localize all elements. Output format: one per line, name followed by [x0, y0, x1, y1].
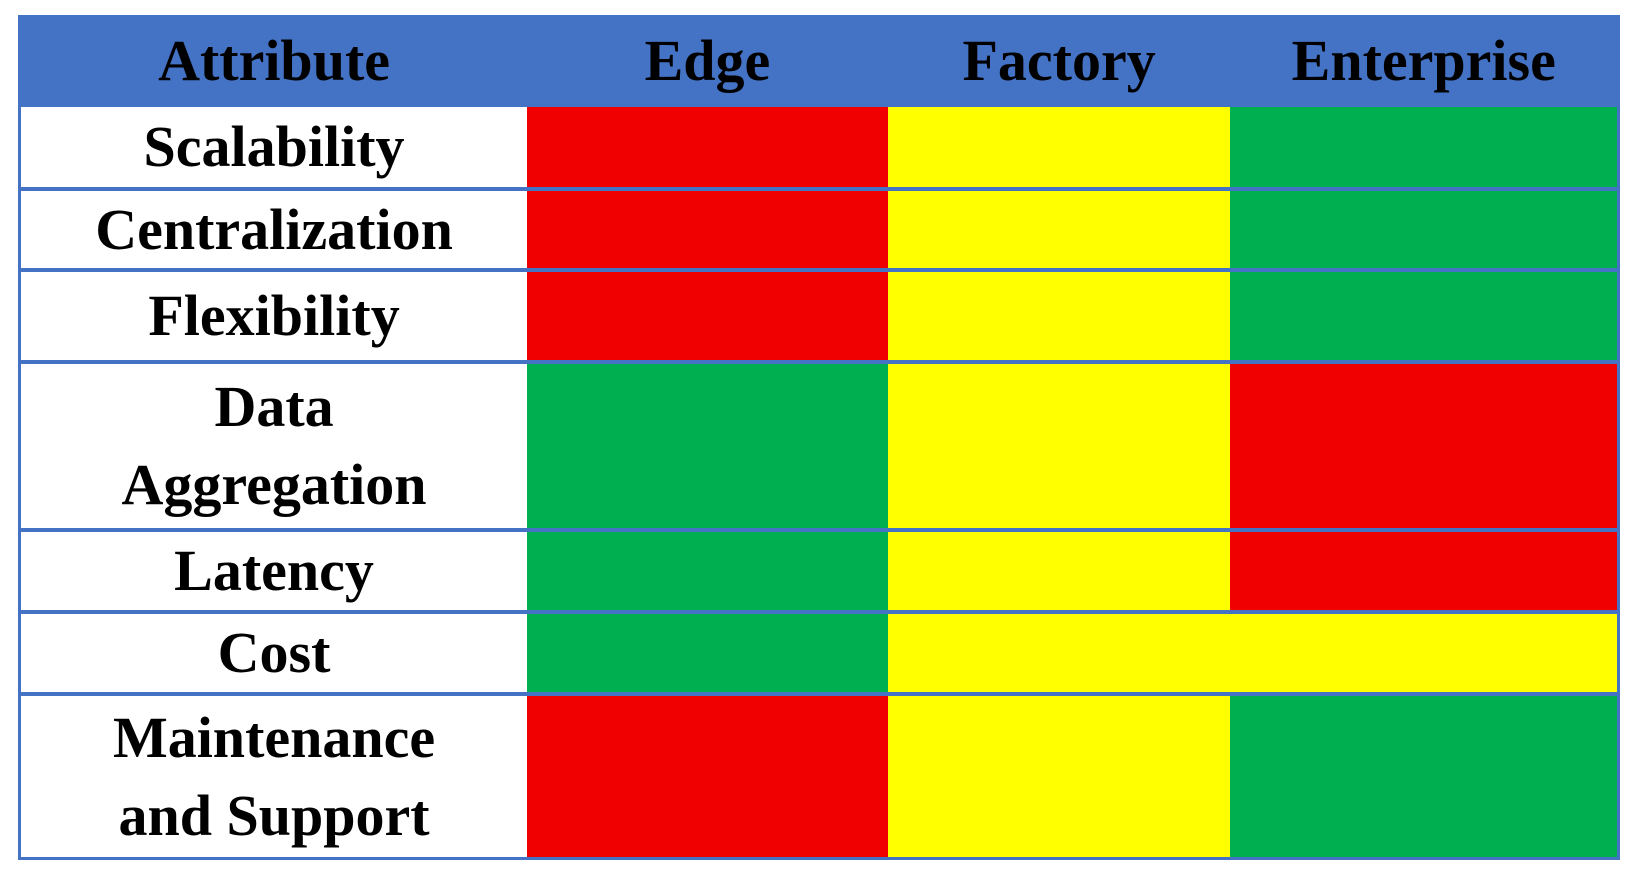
status-cell-factory-yellow	[887, 272, 1231, 360]
attribute-label: Flexibility	[21, 272, 528, 360]
status-cell-enterprise-green	[1230, 107, 1617, 187]
column-header-enterprise: Enterprise	[1230, 18, 1617, 103]
attribute-label: Latency	[21, 532, 528, 610]
status-cell-edge-red	[527, 272, 888, 360]
column-header-attribute: Attribute	[21, 18, 528, 103]
table-row-maintenance-and-support: Maintenance and Support	[21, 692, 1617, 857]
status-cell-enterprise-green	[1230, 191, 1617, 268]
attribute-label: Data Aggregation	[21, 364, 528, 528]
attribute-label: Cost	[21, 614, 528, 692]
status-cell-enterprise-red	[1230, 532, 1617, 610]
status-cell-edge-red	[527, 191, 888, 268]
status-cell-factory-yellow	[887, 107, 1231, 187]
table-row-latency: Latency	[21, 528, 1617, 610]
attribute-label: Scalability	[21, 107, 528, 187]
status-cell-factory-yellow	[887, 191, 1231, 268]
column-header-edge: Edge	[527, 18, 888, 103]
status-cell-enterprise-green	[1230, 696, 1617, 857]
status-cell-factory-yellow	[887, 696, 1231, 857]
table-header-row: Attribute Edge Factory Enterprise	[21, 18, 1617, 103]
status-cell-factory-enterprise-yellow	[887, 614, 1617, 692]
status-cell-edge-red	[527, 696, 888, 857]
table-row-flexibility: Flexibility	[21, 268, 1617, 360]
table-row-cost: Cost	[21, 610, 1617, 692]
attribute-label: Centralization	[21, 191, 528, 268]
attribute-label: Maintenance and Support	[21, 696, 528, 857]
table-row-scalability: Scalability	[21, 103, 1617, 187]
status-cell-edge-red	[527, 107, 888, 187]
status-cell-enterprise-red	[1230, 364, 1617, 528]
status-cell-enterprise-green	[1230, 272, 1617, 360]
status-cell-factory-yellow	[887, 364, 1231, 528]
column-header-factory: Factory	[887, 18, 1231, 103]
comparison-table: Attribute Edge Factory Enterprise Scalabili…	[18, 15, 1620, 860]
status-cell-edge-green	[527, 614, 888, 692]
table-row-data-aggregation: Data Aggregation	[21, 360, 1617, 528]
status-cell-factory-yellow	[887, 532, 1231, 610]
status-cell-edge-green	[527, 532, 888, 610]
status-cell-edge-green	[527, 364, 888, 528]
table-row-centralization: Centralization	[21, 187, 1617, 268]
